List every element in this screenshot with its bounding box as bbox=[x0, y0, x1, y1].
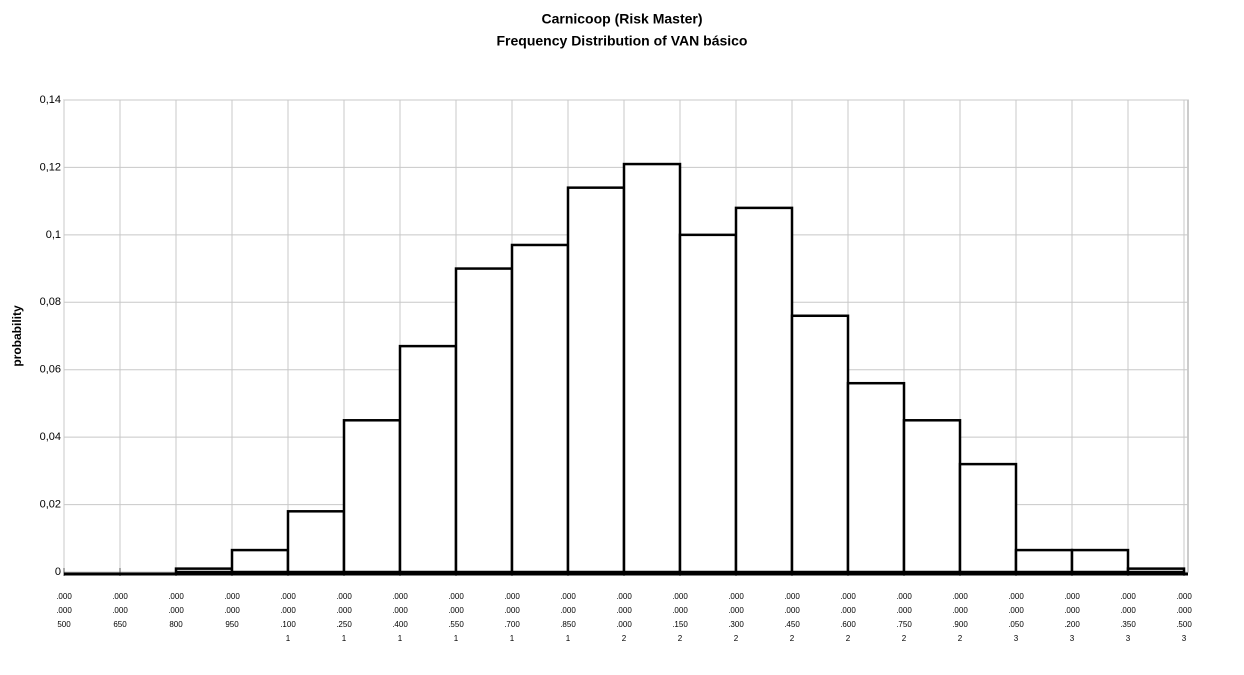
y-tick-label: 0,1 bbox=[46, 229, 61, 241]
bar bbox=[846, 381, 906, 574]
y-tick-label: 0,08 bbox=[40, 296, 61, 308]
x-tick-label: .000 .000 .500 3 bbox=[1176, 592, 1192, 643]
x-tick-label: .000 .000 800 bbox=[168, 592, 184, 629]
bar bbox=[902, 419, 962, 574]
bar bbox=[790, 314, 850, 574]
y-tick-label: 0,14 bbox=[40, 94, 61, 106]
bar bbox=[1070, 548, 1130, 574]
bar bbox=[1126, 567, 1186, 574]
x-tick-label: .000 .000 650 bbox=[112, 592, 128, 629]
x-tick-label: .000 .000 .300 2 bbox=[728, 592, 744, 643]
bar bbox=[1014, 548, 1074, 574]
bar bbox=[398, 344, 458, 574]
x-tick-label: .000 .000 .750 2 bbox=[896, 592, 912, 643]
x-tick-label: .000 .000 .400 1 bbox=[392, 592, 408, 643]
x-tick-label: .000 .000 .600 2 bbox=[840, 592, 856, 643]
y-tick-label: 0,02 bbox=[40, 498, 61, 510]
bar bbox=[454, 267, 514, 574]
x-tick-label: .000 .000 950 bbox=[224, 592, 240, 629]
bar bbox=[510, 243, 570, 574]
x-tick-label: .000 .000 .900 2 bbox=[952, 592, 968, 643]
x-tick-label: .000 .000 .200 3 bbox=[1064, 592, 1080, 643]
bar bbox=[286, 510, 346, 574]
x-tick-label: .000 .000 500 bbox=[56, 592, 72, 629]
x-tick-label: .000 .000 .000 2 bbox=[616, 592, 632, 643]
bar bbox=[174, 567, 234, 574]
y-axis-label: probability bbox=[10, 305, 24, 367]
x-tick-label: .000 .000 .250 1 bbox=[336, 592, 352, 643]
y-tick-label: 0,12 bbox=[40, 161, 61, 173]
bar bbox=[230, 548, 290, 574]
x-tick-label: .000 .000 .050 3 bbox=[1008, 592, 1024, 643]
bar bbox=[566, 186, 626, 574]
x-tick-label: .000 .000 .700 1 bbox=[504, 592, 520, 643]
y-tick-label: 0 bbox=[55, 566, 61, 578]
chart-subtitle: Frequency Distribution of VAN básico bbox=[497, 33, 748, 49]
y-tick-label: 0,06 bbox=[40, 364, 61, 376]
bar bbox=[734, 206, 794, 574]
x-tick-label: .000 .000 .450 2 bbox=[784, 592, 800, 643]
y-tick-label: 0,04 bbox=[40, 431, 61, 443]
bar bbox=[678, 233, 738, 574]
x-tick-label: .000 .000 .100 1 bbox=[280, 592, 296, 643]
bar bbox=[622, 162, 682, 574]
x-tick-label: .000 .000 .150 2 bbox=[672, 592, 688, 643]
bar bbox=[342, 419, 402, 574]
x-tick-label: .000 .000 .350 3 bbox=[1120, 592, 1136, 643]
x-tick-label: .000 .000 .550 1 bbox=[448, 592, 464, 643]
bar bbox=[958, 462, 1018, 574]
x-tick-label: .000 .000 .850 1 bbox=[560, 592, 576, 643]
chart-title: Carnicoop (Risk Master) bbox=[541, 11, 702, 27]
